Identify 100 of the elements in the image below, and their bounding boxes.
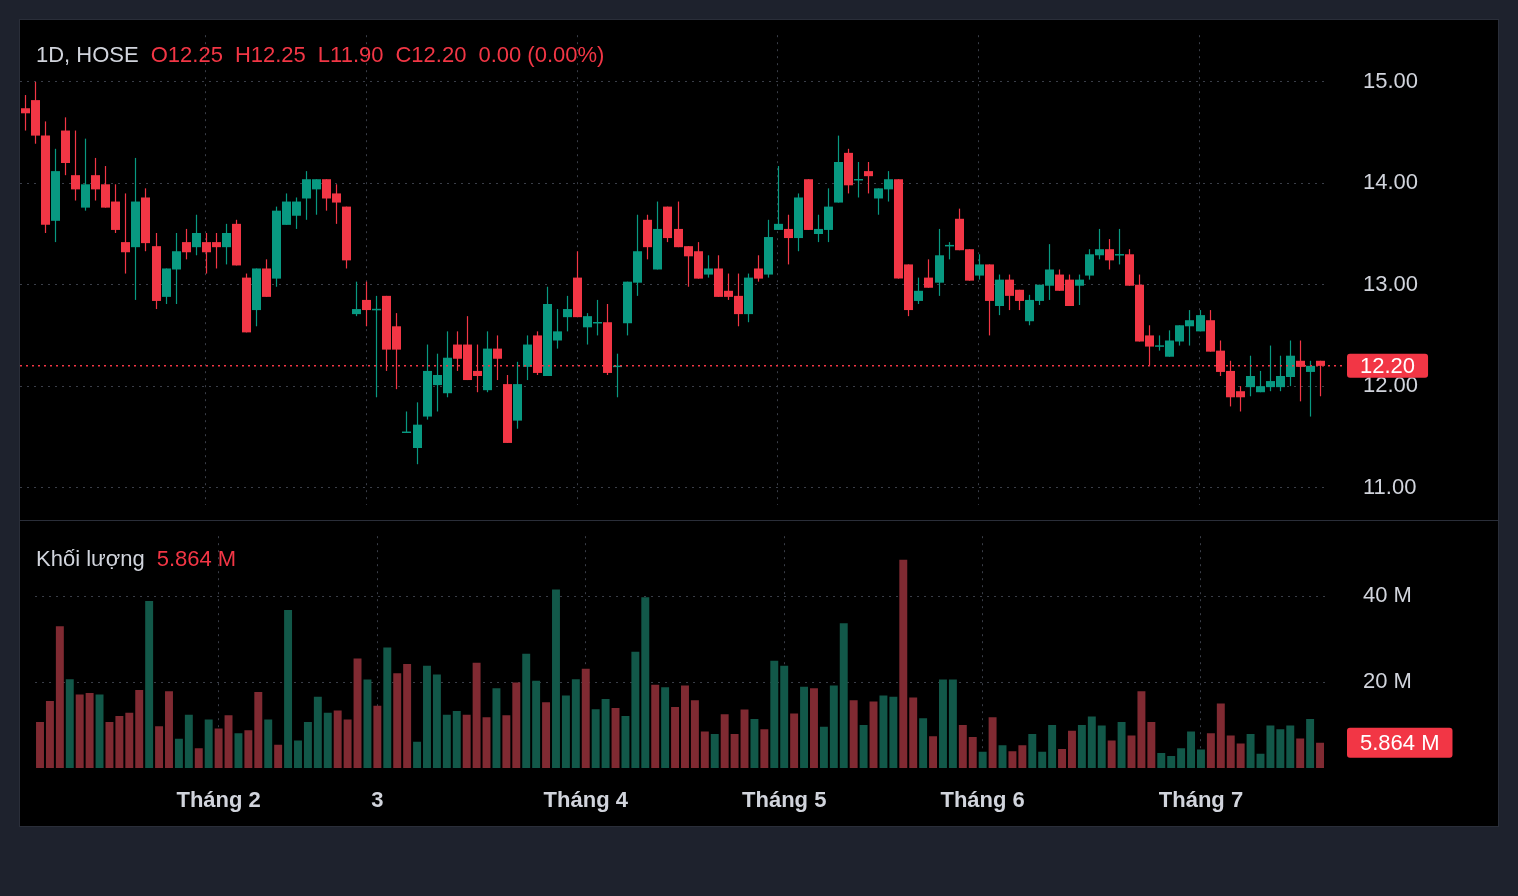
bar (373, 705, 382, 768)
candlestick (80, 138, 91, 212)
x-tick-label: Tháng 5 (742, 787, 827, 813)
bar (274, 744, 283, 768)
bar (502, 715, 511, 768)
bar (403, 664, 412, 768)
bar (1296, 738, 1305, 768)
bar (661, 687, 670, 768)
candlestick (703, 254, 714, 279)
annotation: H12.25 (234, 42, 306, 67)
bar (194, 748, 203, 768)
bar (135, 689, 144, 768)
candlestick (913, 277, 924, 305)
candlestick (522, 334, 533, 381)
bar (621, 716, 630, 768)
bar (1068, 730, 1076, 768)
bar (909, 697, 918, 768)
bar (1147, 722, 1156, 768)
bar (303, 722, 312, 768)
bar (1167, 755, 1176, 768)
candlestick (562, 295, 573, 332)
bar (720, 714, 729, 768)
bar (85, 692, 94, 768)
bar (571, 679, 580, 768)
annotation: C12.20 (395, 42, 467, 67)
candlestick (191, 214, 202, 256)
bar (1048, 725, 1057, 768)
bar (601, 698, 610, 768)
candlestick (923, 258, 934, 289)
bar (214, 728, 223, 768)
text: 5.864 M (1360, 729, 1440, 755)
candlestick (753, 254, 764, 283)
bar (254, 692, 263, 768)
bar (452, 710, 461, 768)
chart-title: 1D, HOSE (36, 42, 139, 67)
bar (671, 707, 680, 768)
bar (1097, 725, 1106, 768)
bar (165, 691, 173, 768)
bar (1206, 733, 1215, 768)
y-tick-label: 11.00 (1363, 473, 1417, 499)
bar (889, 696, 898, 768)
bar (849, 700, 858, 768)
bar (710, 734, 719, 768)
bar (681, 685, 689, 768)
candlestick (120, 192, 131, 275)
bar (532, 680, 541, 768)
bar (780, 665, 789, 768)
bar (1266, 725, 1275, 768)
bar (1246, 734, 1255, 768)
candlestick (1104, 238, 1115, 271)
bar (859, 725, 868, 768)
bar (700, 731, 709, 768)
annotation: L11.90 (317, 42, 384, 67)
bar (641, 597, 650, 768)
x-tick-label: Tháng 6 (940, 787, 1025, 813)
y-tick-label: 15.00 (1363, 67, 1419, 93)
bar (1177, 748, 1186, 768)
bar (810, 688, 818, 768)
candlestick (351, 281, 362, 317)
bar (1276, 729, 1285, 768)
bar (948, 679, 957, 768)
bar (552, 589, 560, 768)
bar (958, 725, 967, 768)
bar (413, 741, 422, 768)
bar (125, 712, 134, 768)
bar (75, 694, 84, 768)
text: Khối lượng (36, 546, 145, 571)
bar (800, 686, 809, 768)
bar (899, 559, 908, 768)
y-tick-label: 40 M (1363, 582, 1412, 608)
bar (45, 701, 54, 768)
bar (264, 719, 273, 768)
bar (95, 694, 104, 768)
bar (234, 733, 243, 768)
bar (343, 719, 352, 768)
bar (36, 722, 44, 768)
bar (829, 685, 838, 768)
candlestick (70, 129, 81, 202)
candlestick (863, 161, 874, 195)
candlestick (412, 401, 423, 465)
bar (432, 674, 441, 768)
bar (393, 673, 402, 768)
bar (184, 714, 193, 768)
bar (968, 737, 977, 768)
bar (988, 717, 997, 768)
bar (1236, 743, 1245, 768)
annotation: 0.00 (0.00%) (478, 42, 605, 67)
bar (472, 662, 481, 768)
bar (1187, 731, 1196, 768)
bar (1018, 745, 1027, 768)
bar (978, 751, 987, 768)
candlestick (1305, 360, 1316, 418)
bar (760, 729, 769, 768)
bar (1157, 752, 1166, 768)
bar (1008, 751, 1017, 768)
bar (442, 714, 451, 768)
bar (581, 668, 590, 768)
bar (423, 665, 431, 768)
x-tick-label: Tháng 2 (176, 787, 261, 813)
bar (929, 736, 938, 768)
